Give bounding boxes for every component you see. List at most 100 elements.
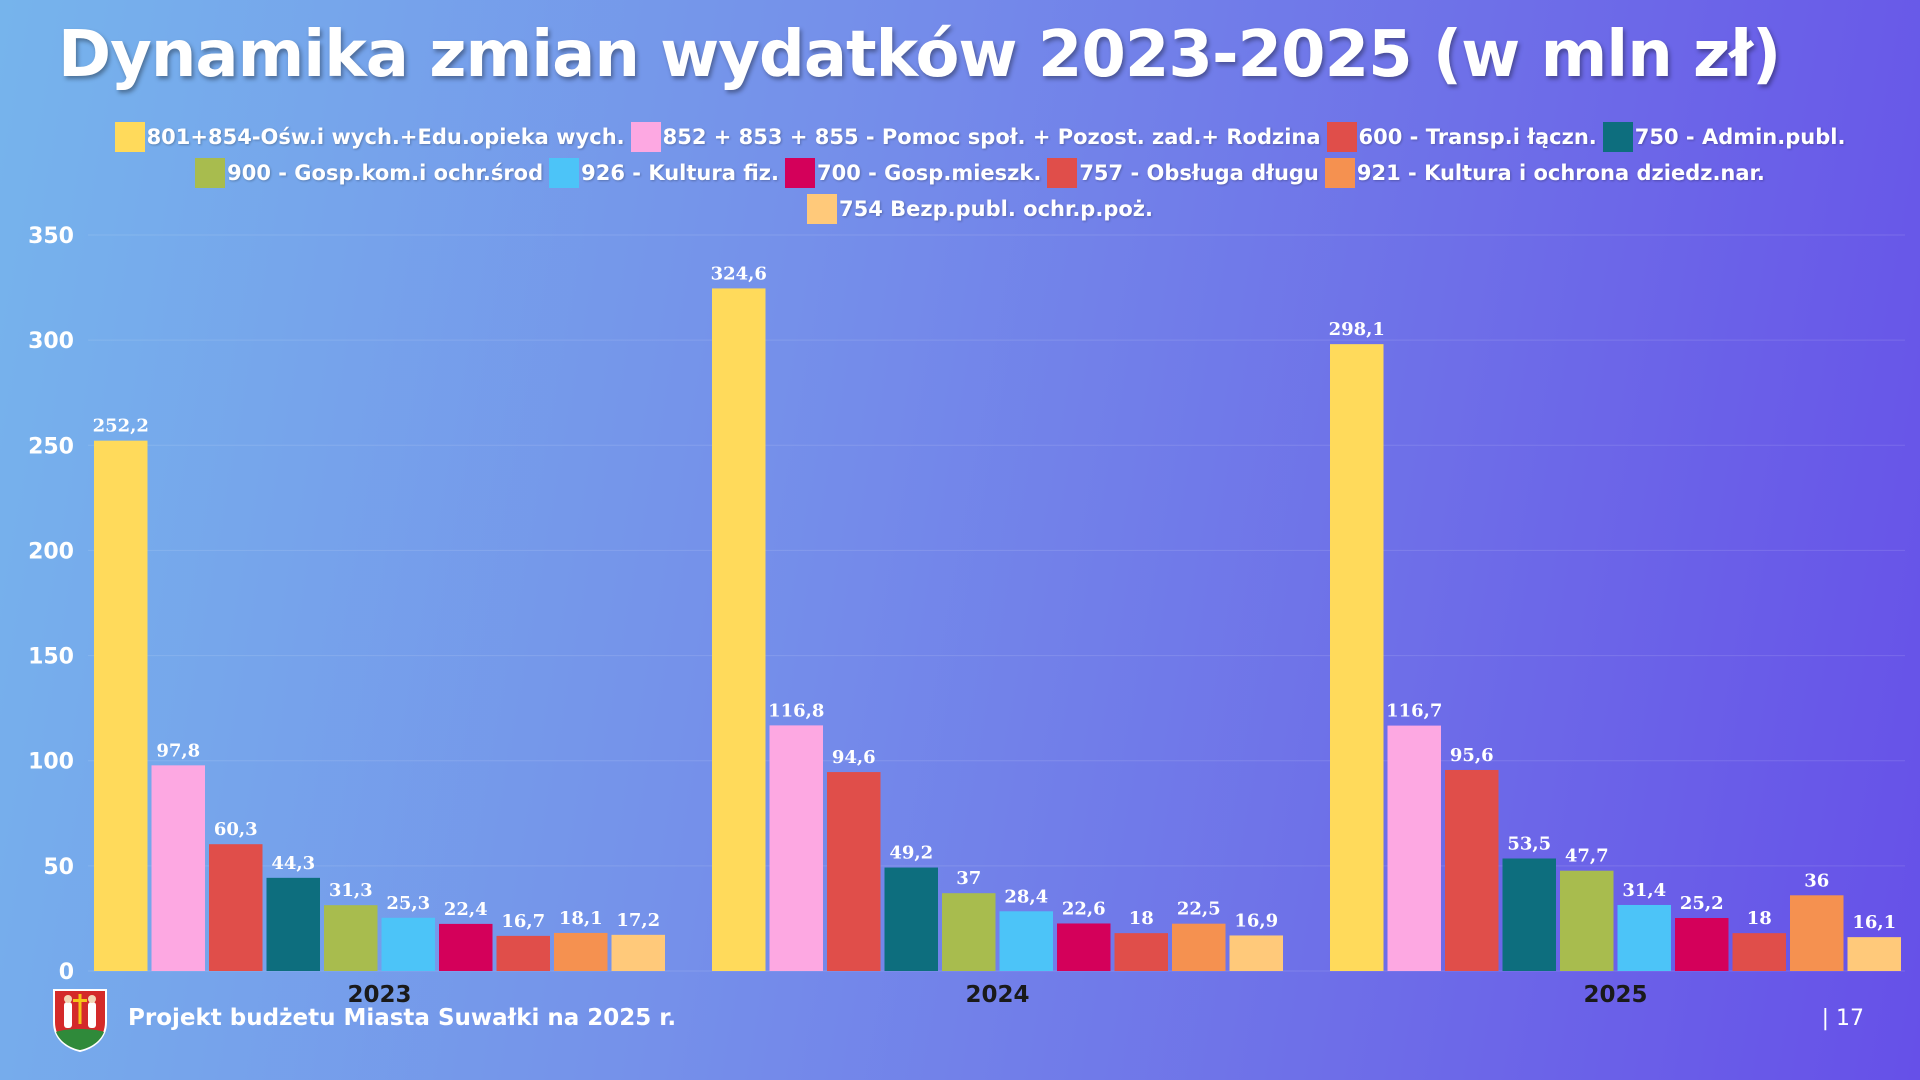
data-label: 22,4 bbox=[444, 899, 488, 920]
data-label: 25,2 bbox=[1680, 893, 1724, 914]
bar bbox=[1057, 923, 1111, 971]
data-label: 18 bbox=[1129, 908, 1154, 929]
legend-item: 900 - Gosp.kom.i ochr.środ bbox=[195, 157, 544, 188]
legend-label: 926 - Kultura fiz. bbox=[581, 160, 779, 185]
legend-item: 852 + 853 + 855 - Pomoc społ. + Pozost. … bbox=[630, 121, 1321, 152]
chart-legend: 801+854-Ośw.i wych.+Edu.opieka wych. 852 … bbox=[60, 121, 1900, 224]
legend-swatch bbox=[195, 157, 226, 188]
legend-swatch bbox=[630, 121, 661, 152]
data-label: 17,2 bbox=[616, 910, 660, 931]
data-label: 18 bbox=[1747, 908, 1772, 929]
bar bbox=[1330, 344, 1384, 971]
data-label: 47,7 bbox=[1565, 846, 1609, 867]
data-label: 60,3 bbox=[214, 819, 258, 840]
bar bbox=[1172, 923, 1226, 971]
data-label: 22,5 bbox=[1177, 899, 1221, 920]
legend-label: 750 - Admin.publ. bbox=[1634, 124, 1846, 149]
bar bbox=[151, 765, 205, 971]
y-tick-label: 250 bbox=[28, 434, 74, 459]
legend-swatch bbox=[1324, 157, 1355, 188]
legend-label: 852 + 853 + 855 - Pomoc społ. + Pozost. … bbox=[662, 124, 1321, 149]
legend-item: 600 - Transp.i łączn. bbox=[1326, 121, 1597, 152]
bar bbox=[1387, 725, 1441, 971]
legend-label: 900 - Gosp.kom.i ochr.środ bbox=[227, 160, 544, 185]
data-label: 16,1 bbox=[1852, 912, 1896, 933]
legend-label: 700 - Gosp.mieszk. bbox=[816, 160, 1042, 185]
legend-item: 926 - Kultura fiz. bbox=[549, 157, 779, 188]
data-label: 97,8 bbox=[156, 740, 200, 761]
y-tick-label: 200 bbox=[28, 539, 74, 564]
legend-item: 757 - Obsługa długu bbox=[1047, 157, 1319, 188]
city-crest-icon bbox=[53, 989, 107, 1052]
page-number: | 17 bbox=[1821, 1006, 1864, 1031]
bar bbox=[1502, 858, 1556, 971]
legend-item: 801+854-Ośw.i wych.+Edu.opieka wych. bbox=[114, 121, 625, 152]
footer-text: Projekt budżetu Miasta Suwałki na 2025 r… bbox=[128, 1005, 677, 1031]
bar bbox=[209, 844, 263, 971]
data-label: 116,7 bbox=[1386, 701, 1442, 722]
bar bbox=[769, 725, 823, 971]
bar bbox=[554, 932, 608, 971]
bar bbox=[1114, 933, 1168, 971]
legend-item: 700 - Gosp.mieszk. bbox=[784, 157, 1042, 188]
data-label: 31,4 bbox=[1622, 880, 1666, 901]
data-label: 28,4 bbox=[1004, 886, 1048, 907]
bar bbox=[827, 772, 881, 971]
data-label: 49,2 bbox=[889, 843, 933, 864]
bar bbox=[1560, 870, 1614, 971]
data-label: 22,6 bbox=[1062, 898, 1106, 919]
bar bbox=[999, 911, 1053, 971]
bar bbox=[266, 877, 320, 971]
legend-item: 921 - Kultura i ochrona dziedz.nar. bbox=[1324, 157, 1765, 188]
data-label: 25,3 bbox=[386, 893, 430, 914]
legend-label: 757 - Obsługa długu bbox=[1079, 160, 1319, 185]
bar bbox=[496, 935, 550, 971]
bar bbox=[884, 867, 938, 971]
y-tick-label: 300 bbox=[28, 329, 74, 354]
data-label: 95,6 bbox=[1450, 745, 1494, 766]
bar bbox=[611, 934, 665, 971]
bar bbox=[324, 905, 378, 971]
bar bbox=[942, 893, 996, 971]
data-label: 116,8 bbox=[768, 700, 824, 721]
legend-swatch bbox=[114, 121, 145, 152]
x-tick-label: 2023 bbox=[347, 982, 411, 1008]
bar bbox=[1617, 904, 1671, 971]
y-tick-label: 50 bbox=[43, 855, 74, 880]
data-label: 18,1 bbox=[559, 908, 603, 929]
legend-swatch bbox=[1326, 121, 1357, 152]
bar bbox=[712, 288, 766, 971]
bar bbox=[1847, 937, 1901, 971]
legend-swatch bbox=[784, 157, 815, 188]
data-label: 324,6 bbox=[711, 263, 767, 284]
data-label: 44,3 bbox=[271, 853, 315, 874]
legend-label: 801+854-Ośw.i wych.+Edu.opieka wych. bbox=[146, 124, 625, 149]
bar bbox=[439, 923, 493, 971]
bar bbox=[94, 440, 148, 971]
data-label: 36 bbox=[1804, 870, 1829, 891]
legend-swatch bbox=[549, 157, 580, 188]
bar bbox=[381, 917, 435, 971]
legend-label: 921 - Kultura i ochrona dziedz.nar. bbox=[1356, 160, 1765, 185]
legend-label: 600 - Transp.i łączn. bbox=[1358, 124, 1597, 149]
legend-swatch bbox=[1047, 157, 1078, 188]
legend-label: 754 Bezp.publ. ochr.p.poż. bbox=[839, 196, 1153, 221]
bar bbox=[1675, 918, 1729, 971]
page-title: Dynamika zmian wydatków 2023-2025 (w mln… bbox=[58, 18, 1781, 92]
data-label: 298,1 bbox=[1329, 319, 1385, 340]
data-label: 31,3 bbox=[329, 880, 373, 901]
x-tick-label: 2025 bbox=[1583, 982, 1647, 1008]
data-label: 53,5 bbox=[1507, 833, 1551, 854]
bar bbox=[1790, 895, 1844, 971]
y-tick-label: 100 bbox=[28, 750, 74, 775]
legend-item: 754 Bezp.publ. ochr.p.poż. bbox=[807, 193, 1153, 224]
data-label: 16,7 bbox=[501, 911, 545, 932]
data-label: 16,9 bbox=[1234, 910, 1278, 931]
legend-swatch bbox=[807, 193, 838, 224]
data-label: 37 bbox=[956, 868, 981, 889]
bar bbox=[1229, 935, 1283, 971]
legend-item: 750 - Admin.publ. bbox=[1602, 121, 1846, 152]
y-tick-label: 350 bbox=[28, 224, 74, 249]
y-tick-label: 150 bbox=[28, 645, 74, 670]
legend-swatch bbox=[1602, 121, 1633, 152]
